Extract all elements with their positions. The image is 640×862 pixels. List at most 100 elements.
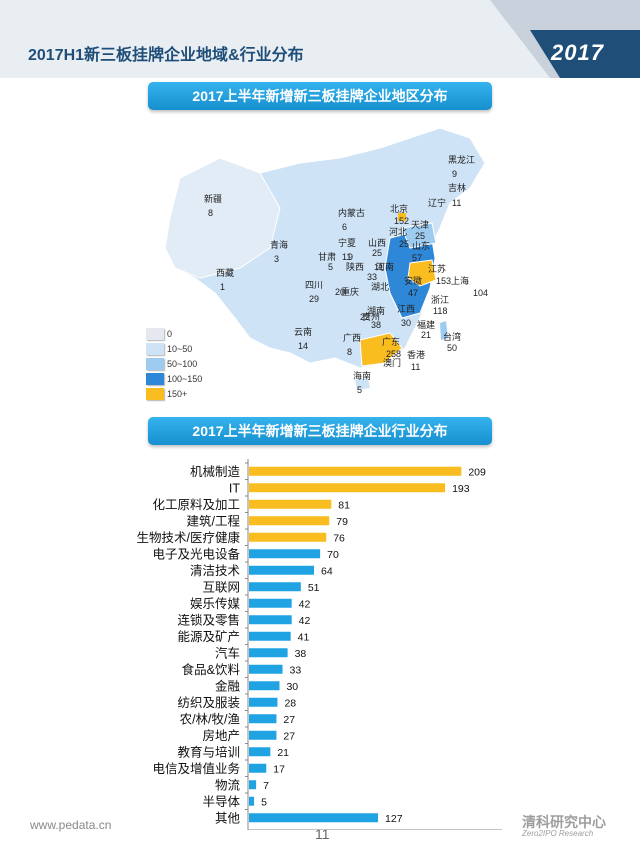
category-label: 建筑/工程	[187, 513, 241, 528]
region-label: 浙江	[431, 295, 450, 305]
category-label: 生物技术/医疗健康	[137, 530, 241, 545]
category-label: 物流	[215, 778, 241, 792]
region-value: 9	[452, 169, 458, 179]
map-legend: 0 10~50 50~100 100~150 150+	[146, 327, 202, 402]
region-value: 22	[360, 312, 371, 322]
region-label: 青海	[270, 240, 289, 250]
legend-item: 150+	[146, 387, 202, 401]
region-label: 湖北	[371, 282, 390, 292]
value-label: 42	[299, 615, 311, 627]
year-tag: 2017	[551, 40, 604, 65]
category-label: 教育与培训	[177, 744, 240, 759]
page-title: 2017H1新三板挂牌企业地域&行业分布	[28, 47, 304, 64]
region-value: 11	[374, 262, 384, 272]
category-label: 娱乐传媒	[190, 596, 241, 611]
value-label: 17	[273, 763, 285, 775]
region-label: 广西	[343, 333, 362, 343]
region-label: 安徽	[404, 276, 423, 286]
region-value: 5	[357, 385, 363, 395]
year-tab	[490, 0, 640, 78]
region-label: 上海	[451, 276, 470, 286]
bar	[249, 483, 446, 493]
category-label: 连锁及零售	[177, 612, 240, 627]
value-label: 21	[277, 747, 289, 759]
value-label: 41	[298, 631, 310, 643]
region-label: 吉林	[448, 183, 467, 193]
legend-item: 0	[146, 327, 202, 341]
legend-swatch	[146, 373, 164, 385]
region-label: 江苏	[428, 264, 447, 274]
value-label: 51	[308, 582, 320, 594]
value-label: 70	[327, 549, 339, 561]
value-label: 79	[336, 516, 348, 528]
industry-bar-chart: 机械制造 209 IT 193 化工原料及加工 81 建筑/工程 79 生物技术/医疗健康 76 电…	[137, 459, 502, 830]
bar	[249, 631, 291, 641]
category-label: 汽车	[215, 645, 240, 660]
region-label: 澳门	[383, 358, 402, 368]
china-map	[164, 127, 486, 390]
bar	[249, 714, 277, 724]
page-number: 11	[315, 826, 330, 842]
map-hainan	[355, 378, 370, 390]
region-value: 104	[473, 288, 489, 298]
region-value: 30	[401, 318, 412, 328]
bar	[249, 516, 330, 526]
bar	[249, 549, 321, 559]
bar	[249, 730, 277, 740]
region-value: 11	[452, 198, 462, 208]
value-label: 76	[333, 532, 345, 544]
region-label: 天津	[411, 220, 430, 230]
category-label: 其他	[215, 811, 241, 825]
legend-swatch	[146, 358, 164, 370]
region-label: 宁夏	[338, 238, 357, 248]
brand-logo: 清科研究中心	[522, 814, 606, 830]
bar	[249, 499, 332, 509]
category-label: 机械制造	[190, 464, 241, 479]
bar	[249, 780, 257, 790]
map-guangdong	[359, 332, 403, 367]
category-label: 房地产	[202, 728, 240, 743]
map-taiwan	[440, 321, 448, 340]
value-label: 5	[261, 796, 267, 808]
region-value: 3	[274, 254, 280, 264]
value-label: 42	[299, 598, 311, 610]
category-label: 互联网	[202, 580, 240, 594]
footer-url[interactable]: www.pedata.cn	[30, 818, 112, 832]
value-label: 7	[263, 780, 269, 792]
category-label: 电子及光电设备	[152, 546, 240, 561]
category-label: 农/林/牧/渔	[180, 712, 240, 726]
category-label: 半导体	[202, 795, 240, 809]
region-label: 福建	[417, 320, 436, 330]
bar	[249, 532, 327, 542]
region-label: 江西	[397, 304, 416, 314]
region-value: 20	[335, 287, 346, 297]
region-value: 152	[394, 216, 410, 226]
value-label: 38	[295, 648, 307, 660]
value-label: 81	[338, 499, 350, 511]
value-label: 209	[468, 466, 486, 478]
region-label: 河北	[389, 227, 408, 237]
region-label: 陕西	[346, 262, 365, 272]
region-label: 香港	[407, 350, 426, 360]
region-label: 山东	[412, 241, 431, 251]
legend-item: 100~150	[146, 372, 202, 386]
region-label: 山西	[368, 238, 387, 248]
region-value: 47	[408, 288, 419, 298]
region-label: 新疆	[204, 194, 223, 204]
region-value: 38	[371, 320, 382, 330]
region-label: 北京	[390, 204, 409, 214]
region-value: 25	[399, 239, 410, 249]
value-label: 193	[452, 483, 470, 495]
region-value: 50	[447, 343, 458, 353]
map-shandong	[401, 222, 437, 249]
category-label: 清洁技术	[190, 564, 241, 578]
bar	[249, 648, 288, 658]
bar	[249, 615, 292, 625]
region-value: 25	[415, 231, 426, 241]
brand-subtitle: Zero2IPO Research	[522, 829, 594, 838]
region-label: 云南	[294, 327, 313, 337]
category-label: 食品&饮料	[182, 662, 241, 677]
region-value: 11	[342, 252, 352, 262]
region-label: 河南	[376, 262, 395, 272]
region-value: 118	[433, 306, 448, 316]
